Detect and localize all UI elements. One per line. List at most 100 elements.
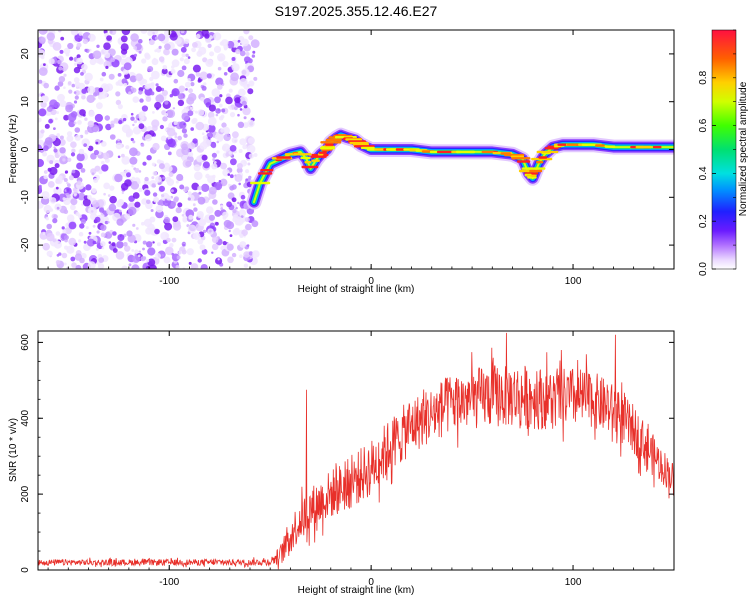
noise-speckle [167, 151, 172, 156]
noise-speckle [43, 82, 49, 89]
noise-speckle [87, 120, 95, 128]
noise-speckle [230, 72, 240, 82]
noise-speckle [141, 221, 145, 226]
noise-speckle [209, 51, 215, 57]
noise-speckle [220, 162, 228, 170]
noise-speckle [117, 138, 120, 142]
noise-speckle [226, 221, 235, 230]
noise-speckle [216, 150, 220, 154]
noise-speckle [166, 195, 172, 201]
noise-speckle [172, 216, 179, 223]
noise-speckle [177, 99, 185, 107]
noise-speckle [197, 238, 204, 245]
noise-speckle [170, 189, 174, 193]
noise-speckle [64, 227, 72, 235]
noise-speckle [127, 234, 136, 243]
noise-speckle [211, 152, 217, 158]
noise-speckle [97, 263, 105, 269]
noise-speckle [222, 143, 231, 152]
noise-speckle [107, 194, 111, 197]
noise-speckle [154, 101, 162, 110]
noise-speckle [42, 242, 50, 251]
noise-speckle [197, 258, 202, 263]
noise-speckle [73, 121, 77, 125]
noise-speckle [155, 86, 162, 92]
noise-speckle [220, 204, 224, 208]
noise-speckle [208, 35, 213, 40]
spectrogram-y-tick-label: -10 [20, 190, 31, 205]
noise-speckle [177, 93, 184, 100]
noise-speckle [171, 252, 175, 256]
noise-speckle [73, 91, 77, 94]
noise-speckle [149, 76, 154, 82]
noise-speckle [70, 198, 78, 206]
ridge-hotspot [481, 150, 497, 154]
noise-speckle [166, 109, 176, 118]
noise-speckle [38, 108, 47, 117]
noise-speckle [59, 49, 64, 54]
noise-speckle [173, 121, 178, 126]
noise-speckle [158, 163, 165, 170]
noise-speckle [232, 228, 240, 236]
ridge-hotspot [604, 145, 616, 148]
noise-speckle [49, 99, 58, 108]
noise-speckle [53, 214, 58, 219]
noise-speckle [103, 192, 106, 196]
ridge-hotspot [530, 174, 537, 177]
noise-speckle [201, 85, 207, 91]
noise-speckle [147, 258, 156, 267]
noise-speckle [195, 121, 205, 131]
noise-speckle [78, 148, 85, 155]
noise-speckle [153, 196, 160, 203]
noise-speckle [183, 133, 188, 138]
noise-speckle [75, 211, 80, 217]
noise-speckle [239, 254, 243, 258]
colorbar-gradient [711, 29, 737, 270]
noise-speckle [240, 215, 244, 219]
ridge-hotspot [595, 144, 605, 147]
noise-speckle [106, 35, 112, 41]
noise-speckle [253, 76, 258, 81]
snr-series-line [38, 332, 674, 570]
noise-speckle [206, 206, 214, 214]
noise-speckle [250, 39, 260, 48]
noise-speckle [63, 235, 69, 240]
noise-speckle [121, 78, 128, 85]
noise-speckle [55, 231, 61, 236]
spectrogram-y-tick-label: 10 [20, 96, 31, 108]
noise-speckle [138, 50, 142, 54]
noise-speckle [166, 127, 176, 137]
noise-speckle [62, 229, 67, 234]
noise-speckle [105, 65, 109, 69]
noise-speckle [61, 226, 65, 230]
noise-speckle [192, 138, 198, 144]
noise-speckle [98, 257, 105, 263]
noise-speckle [93, 178, 99, 183]
noise-speckle [239, 234, 244, 238]
noise-speckle [94, 216, 101, 223]
noise-speckle [138, 39, 143, 44]
noise-speckle [230, 158, 237, 166]
noise-speckle [111, 242, 116, 247]
noise-speckle [132, 123, 135, 127]
noise-speckle [115, 81, 120, 86]
noise-speckle [43, 170, 48, 174]
noise-speckle [180, 30, 185, 34]
noise-speckle [155, 83, 159, 87]
noise-speckle [242, 106, 251, 116]
noise-speckle [116, 200, 123, 208]
noise-speckle [69, 56, 74, 61]
noise-speckle [174, 135, 178, 139]
noise-speckle [168, 172, 174, 177]
noise-speckle [141, 91, 145, 94]
noise-speckle [138, 187, 143, 192]
noise-speckle [181, 53, 186, 58]
noise-speckle [129, 147, 138, 157]
noise-speckle [77, 120, 82, 125]
noise-speckle [120, 35, 128, 43]
noise-speckle [114, 173, 123, 183]
noise-speckle [212, 73, 215, 77]
noise-speckle [125, 145, 130, 150]
noise-speckle [186, 248, 194, 256]
noise-speckle [62, 158, 66, 162]
